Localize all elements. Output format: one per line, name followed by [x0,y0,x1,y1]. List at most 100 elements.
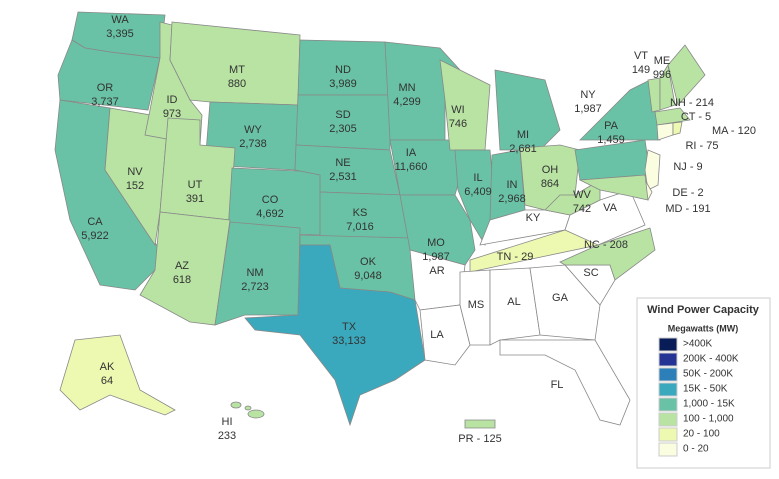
state-label: MD - 191 [665,203,710,215]
state-value: 2,738 [239,138,267,150]
legend-label: 15K - 50K [683,384,728,395]
state-value: 3,737 [91,96,119,108]
state-label: MN [398,82,415,94]
state-value: 864 [541,178,559,190]
state-label: WI [451,104,464,116]
state-value: 6,409 [464,186,492,198]
legend-label: 20 - 100 [683,429,720,440]
state-value: 996 [653,69,671,81]
state-value: 233 [218,430,236,442]
state-label: TX [342,321,357,333]
state-label: MS [468,299,485,311]
state-shape [459,269,491,346]
state-label: VT [634,50,648,62]
state-value: 742 [573,203,591,215]
legend-swatch [658,427,678,442]
state-label: PA [604,120,619,132]
state-label: AZ [175,260,189,272]
state-label: IN [507,179,518,191]
state-value: 3,395 [106,28,134,40]
state-shape [574,139,651,181]
state-shape [230,401,242,409]
state-shape [578,174,649,201]
state-label: MI [517,129,529,141]
state-value: 618 [173,274,191,286]
state-value: 1,987 [574,103,602,115]
state-shape [667,44,706,106]
state-shape [454,149,496,247]
state-shape [494,69,561,151]
state-value: 4,299 [393,96,421,108]
state-label: SC [583,267,598,279]
state-label: UT [188,179,203,191]
legend-swatch [658,367,678,382]
state-shape [499,339,631,426]
state-label: SD [335,109,350,121]
legend-swatch [658,442,678,457]
state-shape [419,304,471,366]
state-value: 64 [101,375,113,387]
state-shape [59,334,176,416]
state-shape [244,405,252,411]
legend-label: 0 - 20 [683,444,709,455]
state-value: 3,989 [329,78,357,90]
state-value: 2,968 [498,193,526,205]
state-label: AR [429,265,444,277]
state-label: NH - 214 [670,97,714,109]
state-label: ME [654,55,671,67]
state-shape [656,122,674,141]
state-label: OK [360,256,377,268]
state-value: 2,531 [329,171,357,183]
state-label: NJ - 9 [673,161,702,173]
state-value: 1,459 [597,134,625,146]
state-value: 746 [449,118,467,130]
state-label: WA [111,14,129,26]
state-label: LA [430,329,444,341]
legend-label: >400K [683,339,713,350]
state-label: OH [542,164,559,176]
state-value: 9,048 [354,270,382,282]
state-label: KS [353,207,368,219]
legend-label: 200K - 400K [683,354,739,365]
state-label: ID [167,94,178,106]
legend-swatch [658,337,678,352]
state-label: MA - 120 [712,125,756,137]
legend-swatch [658,352,678,367]
state-label: MO [427,237,445,249]
state-label: MT [229,64,245,76]
state-label: NY [580,89,596,101]
state-shape [529,264,601,341]
state-label: PR - 125 [458,433,501,445]
legend-swatch [658,382,678,397]
legend-label: 50K - 200K [683,369,733,380]
state-shape [464,419,496,429]
state-label: AL [507,296,520,308]
state-label: CO [262,194,279,206]
state-shape [139,211,231,326]
state-shape [644,149,661,191]
legend-swatch [658,412,678,427]
state-shape [57,39,161,111]
state-value: 880 [228,78,246,90]
state-label: FL [551,379,564,391]
state-label: CT - 5 [681,111,711,123]
state-value: 152 [126,180,144,192]
state-value: 5,922 [81,230,109,242]
state-value: 149 [632,64,650,76]
state-value: 2,723 [241,281,269,293]
legend-subtitle: Megawatts (MW) [668,323,739,333]
state-label: OR [97,82,114,94]
state-label: AK [100,361,115,373]
state-shape [214,221,301,326]
state-value: 11,660 [395,161,428,173]
state-label: NM [246,267,263,279]
state-value: 2,681 [509,143,537,155]
state-label: TN - 29 [497,251,534,263]
legend-title: Wind Power Capacity [647,304,760,316]
state-label: RI - 75 [685,140,718,152]
state-value: 1,987 [422,251,450,263]
state-label: GA [552,292,569,304]
state-label: NC - 208 [584,239,628,251]
state-value: 391 [186,193,204,205]
